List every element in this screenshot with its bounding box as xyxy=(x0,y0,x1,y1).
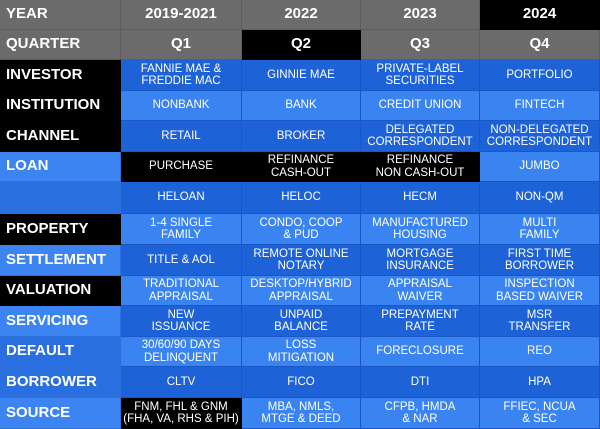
row-label-loan-continued xyxy=(0,182,121,214)
table-cell: RETAIL xyxy=(121,121,242,152)
table-cell: REFINANCE CASH-OUT xyxy=(242,152,361,182)
row-label-valuation: VALUATION xyxy=(0,276,121,306)
table-cell: DESKTOP/HYBRID APPRAISAL xyxy=(242,276,361,306)
row-label-settlement: SETTLEMENT xyxy=(0,245,121,276)
quarter-label: QUARTER xyxy=(0,30,121,60)
year-header-2: 2022 xyxy=(242,0,361,30)
table-cell: CFPB, HMDA & NAR xyxy=(361,398,480,429)
row-label-channel: CHANNEL xyxy=(0,121,121,152)
table-cell: JUMBO xyxy=(480,152,600,182)
quarter-header-2: Q2 xyxy=(242,30,361,60)
row-label-source: SOURCE xyxy=(0,398,121,429)
table-cell: PORTFOLIO xyxy=(480,60,600,91)
table-cell: GINNIE MAE xyxy=(242,60,361,91)
table-cell: TITLE & AOL xyxy=(121,245,242,276)
table-cell: MULTI FAMILY xyxy=(480,214,600,245)
table-cell: FICO xyxy=(242,367,361,398)
quarter-header-4: Q4 xyxy=(480,30,600,60)
table-cell: CONDO, COOP & PUD xyxy=(242,214,361,245)
table-cell: HPA xyxy=(480,367,600,398)
table-cell: INSPECTION BASED WAIVER xyxy=(480,276,600,306)
table-cell: PURCHASE xyxy=(121,152,242,182)
quarter-header-3: Q3 xyxy=(361,30,480,60)
row-label-default: DEFAULT xyxy=(0,337,121,367)
row-label-property: PROPERTY xyxy=(0,214,121,245)
row-label-investor: INVESTOR xyxy=(0,60,121,91)
row-label-servicing: SERVICING xyxy=(0,306,121,337)
table-cell: BROKER xyxy=(242,121,361,152)
table-cell: NON-DELEGATED CORRESPONDENT xyxy=(480,121,600,152)
table-cell: HECM xyxy=(361,182,480,214)
table-cell: DTI xyxy=(361,367,480,398)
year-label: YEAR xyxy=(0,0,121,30)
table-cell: DELEGATED CORRESPONDENT xyxy=(361,121,480,152)
row-label-borrower: BORROWER xyxy=(0,367,121,398)
table-cell: HELOC xyxy=(242,182,361,214)
row-label-institution: INSTITUTION xyxy=(0,91,121,121)
year-header-4: 2024 xyxy=(480,0,600,30)
table-cell: NONBANK xyxy=(121,91,242,121)
table-cell: 1-4 SINGLE FAMILY xyxy=(121,214,242,245)
table-cell: PREPAYMENT RATE xyxy=(361,306,480,337)
table-cell: REFINANCE NON CASH-OUT xyxy=(361,152,480,182)
table-cell: PRIVATE-LABEL SECURITIES xyxy=(361,60,480,91)
table-cell: BANK xyxy=(242,91,361,121)
table-cell: FFIEC, NCUA & SEC xyxy=(480,398,600,429)
table-cell: APPRAISAL WAIVER xyxy=(361,276,480,306)
table-cell: FIRST TIME BORROWER xyxy=(480,245,600,276)
table-cell: MSR TRANSFER xyxy=(480,306,600,337)
table-cell: REO xyxy=(480,337,600,367)
table-cell: FORECLOSURE xyxy=(361,337,480,367)
year-header-1: 2019-2021 xyxy=(121,0,242,30)
quarter-header-1: Q1 xyxy=(121,30,242,60)
table-cell: MBA, NMLS, MTGE & DEED xyxy=(242,398,361,429)
table-cell: CREDIT UNION xyxy=(361,91,480,121)
table-cell: FANNIE MAE & FREDDIE MAC xyxy=(121,60,242,91)
row-label-loan: LOAN xyxy=(0,152,121,182)
table-cell: TRADITIONAL APPRAISAL xyxy=(121,276,242,306)
table-cell: 30/60/90 DAYS DELINQUENT xyxy=(121,337,242,367)
table-cell: HELOAN xyxy=(121,182,242,214)
table-cell: NEW ISSUANCE xyxy=(121,306,242,337)
table-cell: MANUFACTURED HOUSING xyxy=(361,214,480,245)
table-cell: NON-QM xyxy=(480,182,600,214)
table-cell: FNM, FHL & GNM (FHA, VA, RHS & PIH) xyxy=(121,398,242,429)
table-cell: MORTGAGE INSURANCE xyxy=(361,245,480,276)
table-cell: FINTECH xyxy=(480,91,600,121)
table-cell: CLTV xyxy=(121,367,242,398)
table-cell: REMOTE ONLINE NOTARY xyxy=(242,245,361,276)
table-cell: LOSS MITIGATION xyxy=(242,337,361,367)
table-cell: UNPAID BALANCE xyxy=(242,306,361,337)
year-header-3: 2023 xyxy=(361,0,480,30)
